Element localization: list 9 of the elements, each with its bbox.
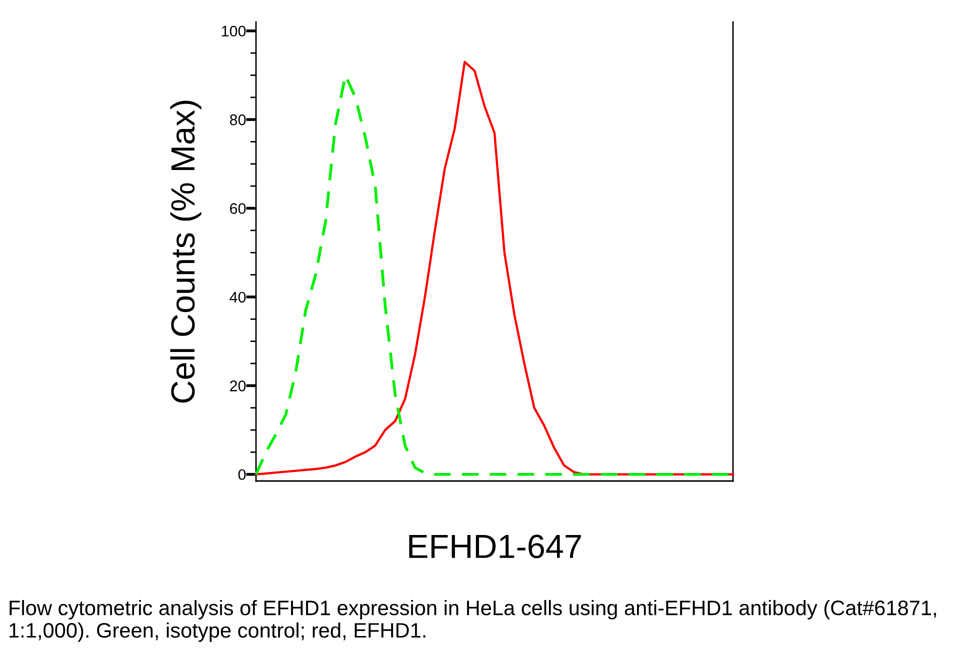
y-tick-label: 80 (230, 114, 246, 126)
y-tick-label: 40 (230, 292, 246, 303)
y-axis-title: Cell Counts (% Max) (170, 100, 202, 403)
text: Flow cytometric analysis of EFHD1 expression in HeLa cells using anti-EFHD1 antibody (Cat#61871, 1:1,000). Green, isotype control; red, EFHD1. (10, 600, 936, 642)
y-tick-label: 60 (230, 203, 246, 214)
y-tick-label: 100 (222, 26, 246, 37)
y-tick-label: 20 (230, 380, 246, 392)
x-axis-title: EFHD1-647 (409, 534, 581, 558)
y-tick-label: 0 (238, 469, 246, 480)
